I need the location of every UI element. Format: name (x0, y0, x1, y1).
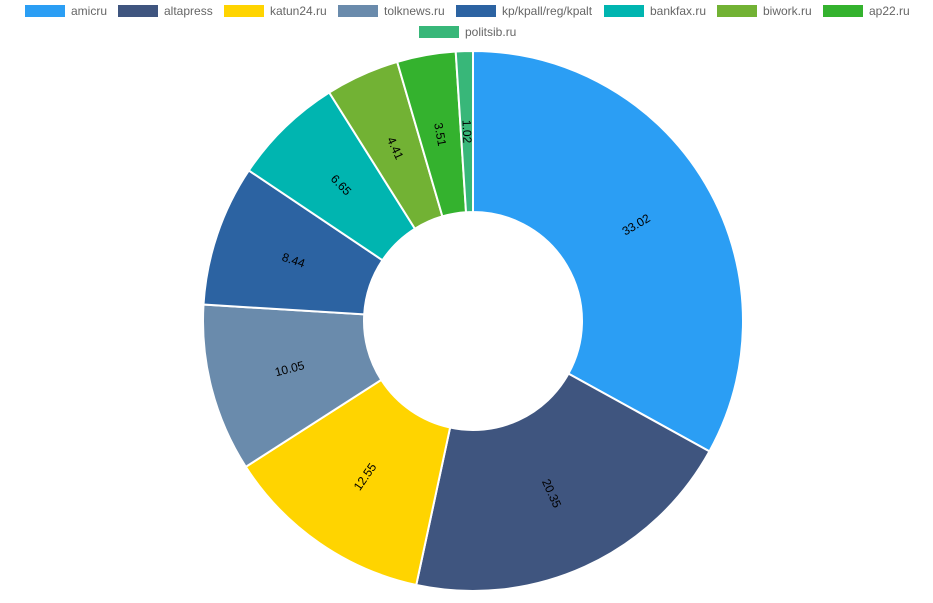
legend-label: bankfax.ru (650, 4, 707, 18)
legend-item-katun24[interactable]: katun24.ru (224, 4, 327, 18)
legend-swatch (25, 5, 65, 17)
legend-swatch (338, 5, 378, 17)
slice-tolknews-ru[interactable] (202, 303, 383, 469)
slice-label-politsib-ru: 1.02 (460, 120, 475, 144)
legend-swatch (823, 5, 863, 17)
legend-label: biwork.ru (763, 4, 812, 18)
legend-swatch (118, 5, 158, 17)
slice-label-ap22-ru: 3.51 (431, 122, 449, 148)
legend-swatch (604, 5, 644, 17)
legend-swatch (456, 5, 496, 17)
slice-katun24-ru[interactable] (244, 378, 452, 587)
slice-politsib-ru[interactable] (454, 49, 474, 214)
legend-item-bankfax[interactable]: bankfax.ru (604, 4, 706, 18)
legend-label: amicru (71, 4, 108, 18)
slice-amicru[interactable] (472, 49, 744, 453)
legend-item-ap22[interactable]: ap22.ru (823, 4, 910, 18)
legend-label: altapress (164, 4, 213, 18)
legend-swatch (717, 5, 757, 17)
legend-label: ap22.ru (869, 4, 910, 18)
legend-label: politsib.ru (465, 25, 517, 39)
legend-item-altapress[interactable]: altapress (118, 4, 213, 18)
legend-item-tolknews[interactable]: tolknews.ru (338, 4, 445, 18)
legend-label: katun24.ru (270, 4, 327, 18)
legend-item-kpall[interactable]: kp/kpall/reg/kpalt (456, 4, 592, 18)
legend-swatch (224, 5, 264, 17)
legend-item-amicru[interactable]: amicru (25, 4, 107, 18)
legend-swatch (419, 26, 459, 38)
legend-item-politsib[interactable]: politsib.ru (419, 25, 516, 39)
legend-label: kp/kpall/reg/kpalt (502, 4, 593, 18)
slice-altapress[interactable] (415, 372, 711, 592)
legend-label: tolknews.ru (384, 4, 445, 18)
legend-item-biwork[interactable]: biwork.ru (717, 4, 812, 18)
